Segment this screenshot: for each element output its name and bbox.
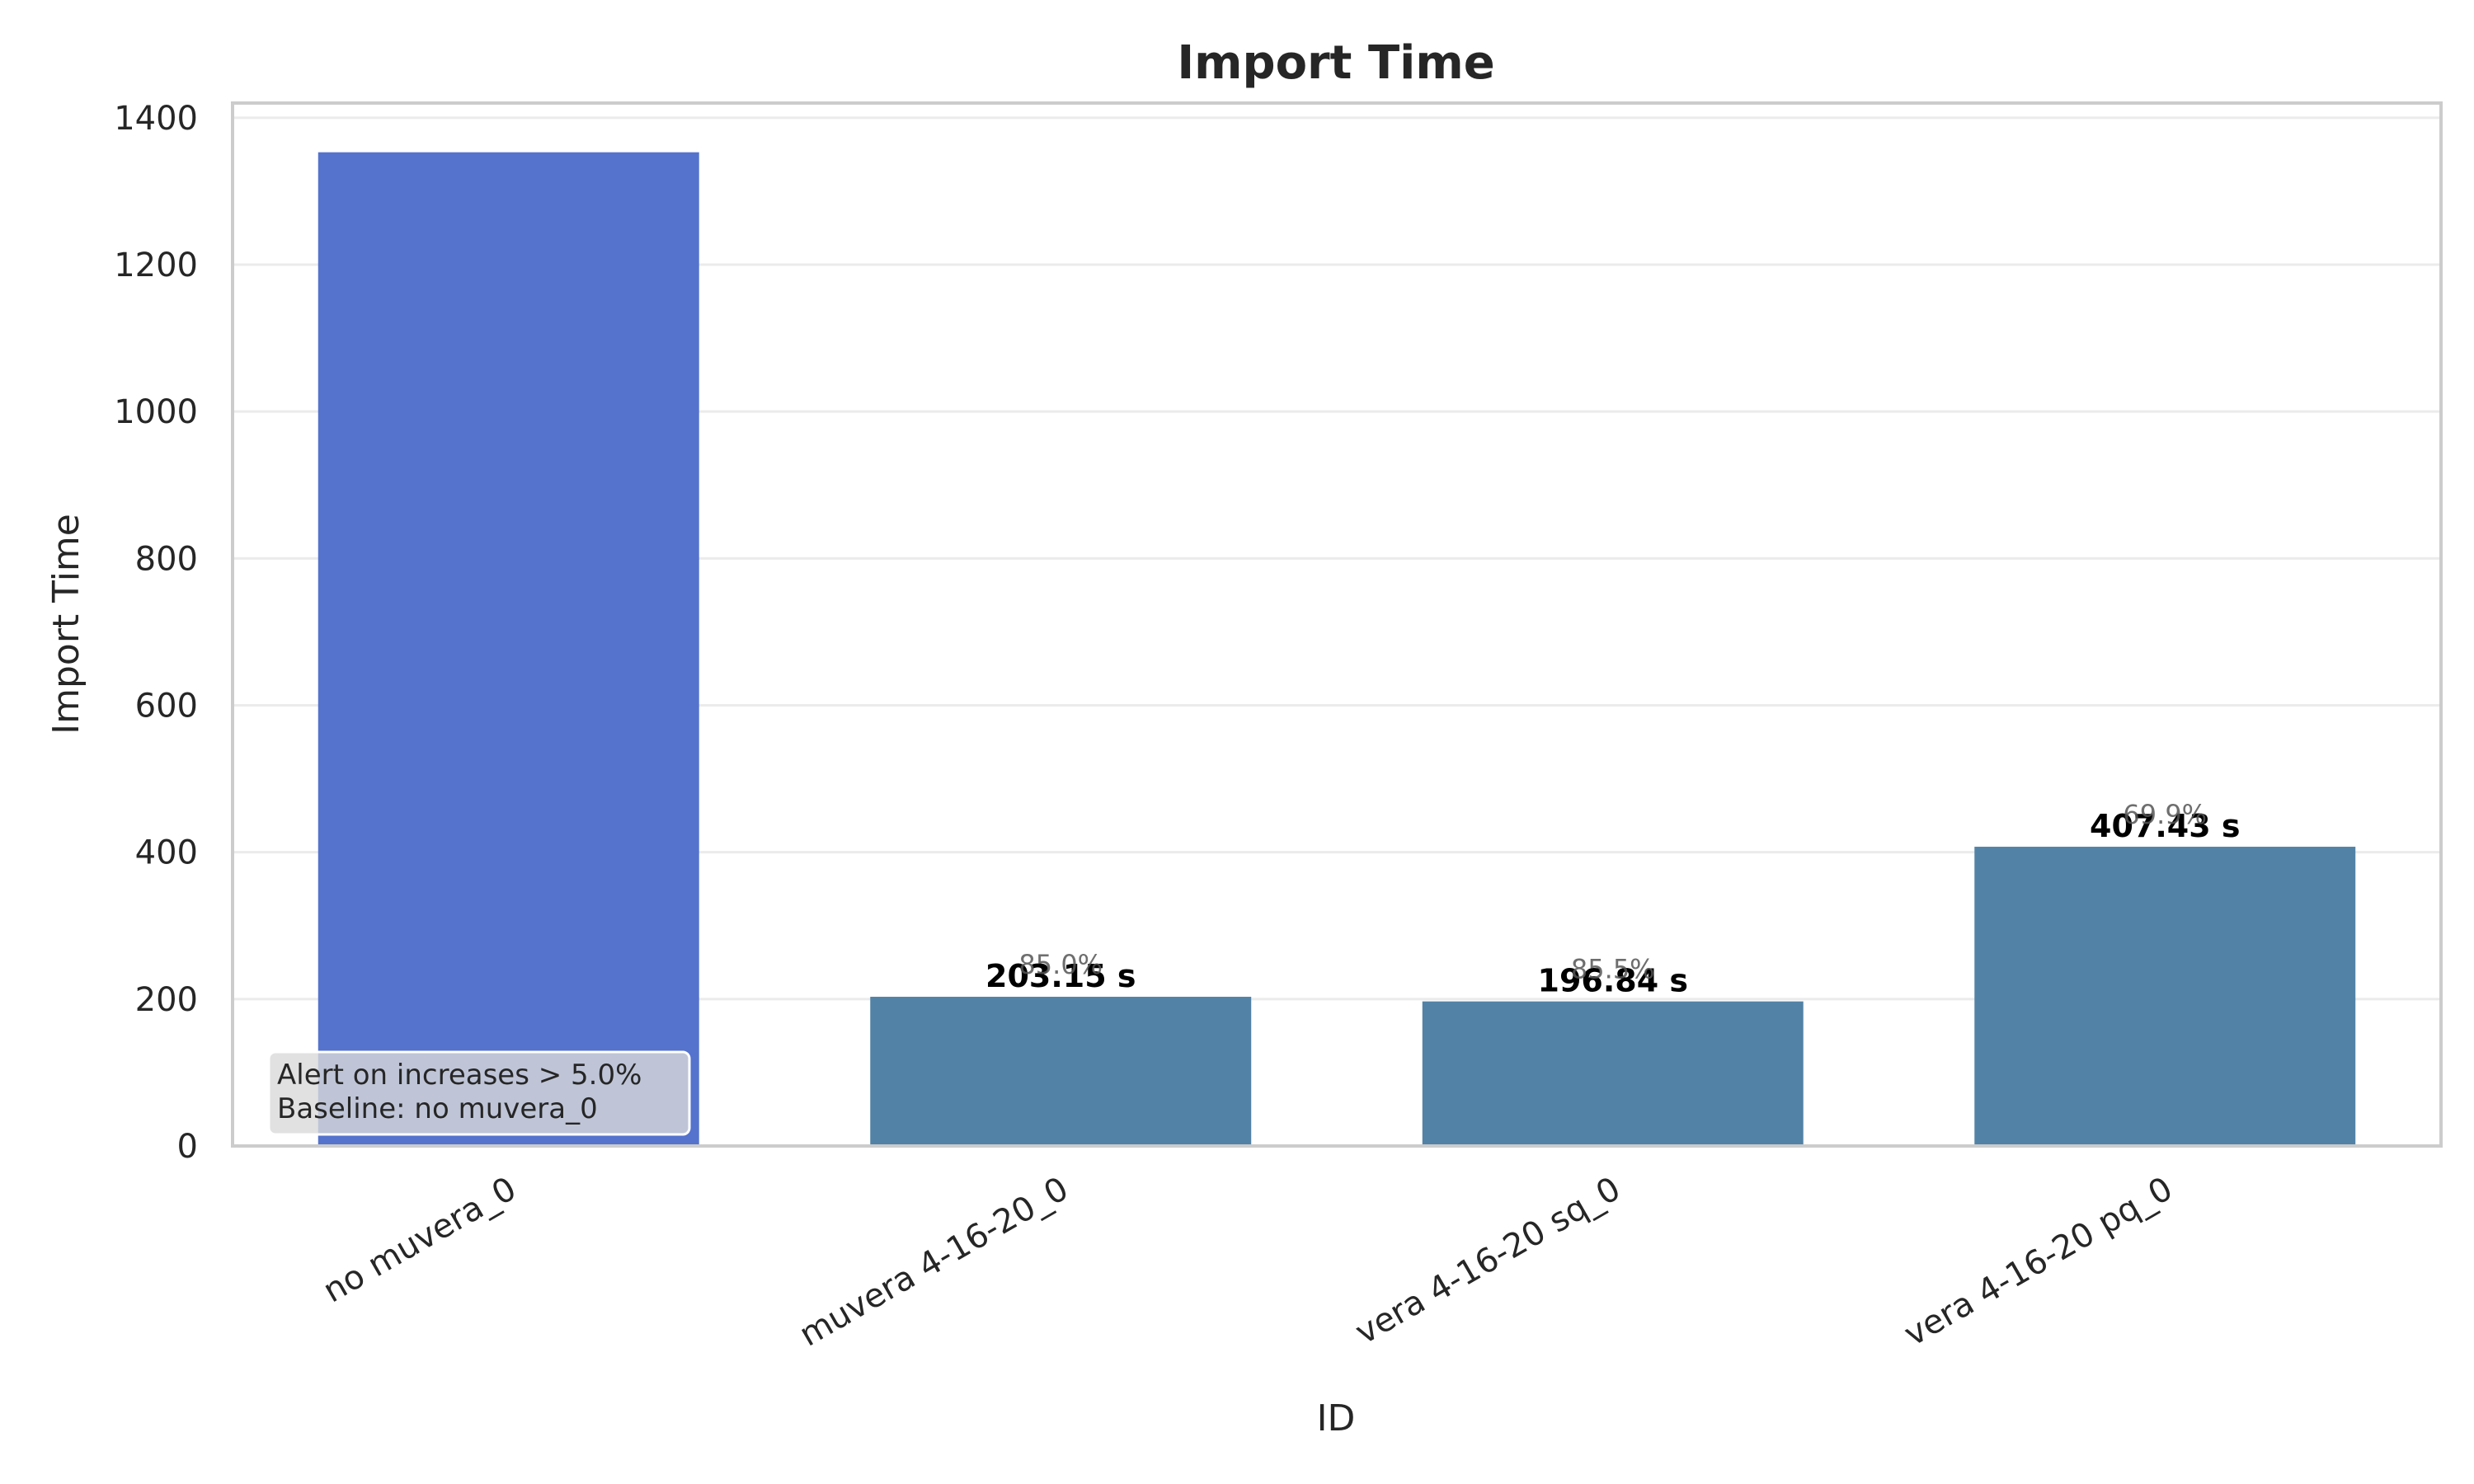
y-tick-label-0: 0 (177, 1128, 198, 1166)
y-tick-label-1000: 1000 (114, 393, 198, 431)
change-label-4: 69.9% (2123, 799, 2207, 830)
bar-3 (1422, 1001, 1804, 1146)
y-tick-label-800: 800 (135, 540, 198, 578)
annotation-line-alert: Alert on increases > 5.0% (277, 1059, 642, 1092)
y-axis-label: Import Time (45, 514, 87, 735)
annotation-box (267, 1050, 691, 1136)
x-axis-label: ID (1317, 1397, 1356, 1439)
change-label-2: 85.0% (1018, 949, 1103, 980)
y-tick-label-400: 400 (135, 834, 198, 872)
change-label-3: 85.5% (1571, 954, 1655, 985)
y-axis-ticks: 0 200 400 600 800 1000 1200 1400 (114, 100, 198, 1166)
y-tick-label-1400: 1400 (114, 100, 198, 138)
y-tick-label-200: 200 (135, 981, 198, 1019)
bars (317, 152, 2356, 1146)
bar-4 (1974, 847, 2356, 1146)
alert-annotation: Alert on increases > 5.0% Baseline: no m… (267, 1050, 691, 1136)
annotation-line-baseline: Baseline: no muvera_0 (277, 1092, 598, 1125)
value-label-4: 407.43 s (2090, 808, 2241, 844)
chart-title: Import Time (1177, 36, 1494, 90)
plot-frame (231, 101, 2443, 1148)
data-labels: 203.15 s85.0% 196.84 s85.5% 407.43 s69.9% (985, 799, 2241, 999)
value-label-3: 196.84 s (1538, 963, 1689, 999)
bar-1 (317, 152, 699, 1146)
value-label-2: 203.15 s (985, 958, 1136, 994)
y-tick-label-1200: 1200 (114, 247, 198, 284)
bar-2 (870, 997, 1252, 1146)
y-tick-label-600: 600 (135, 687, 198, 725)
